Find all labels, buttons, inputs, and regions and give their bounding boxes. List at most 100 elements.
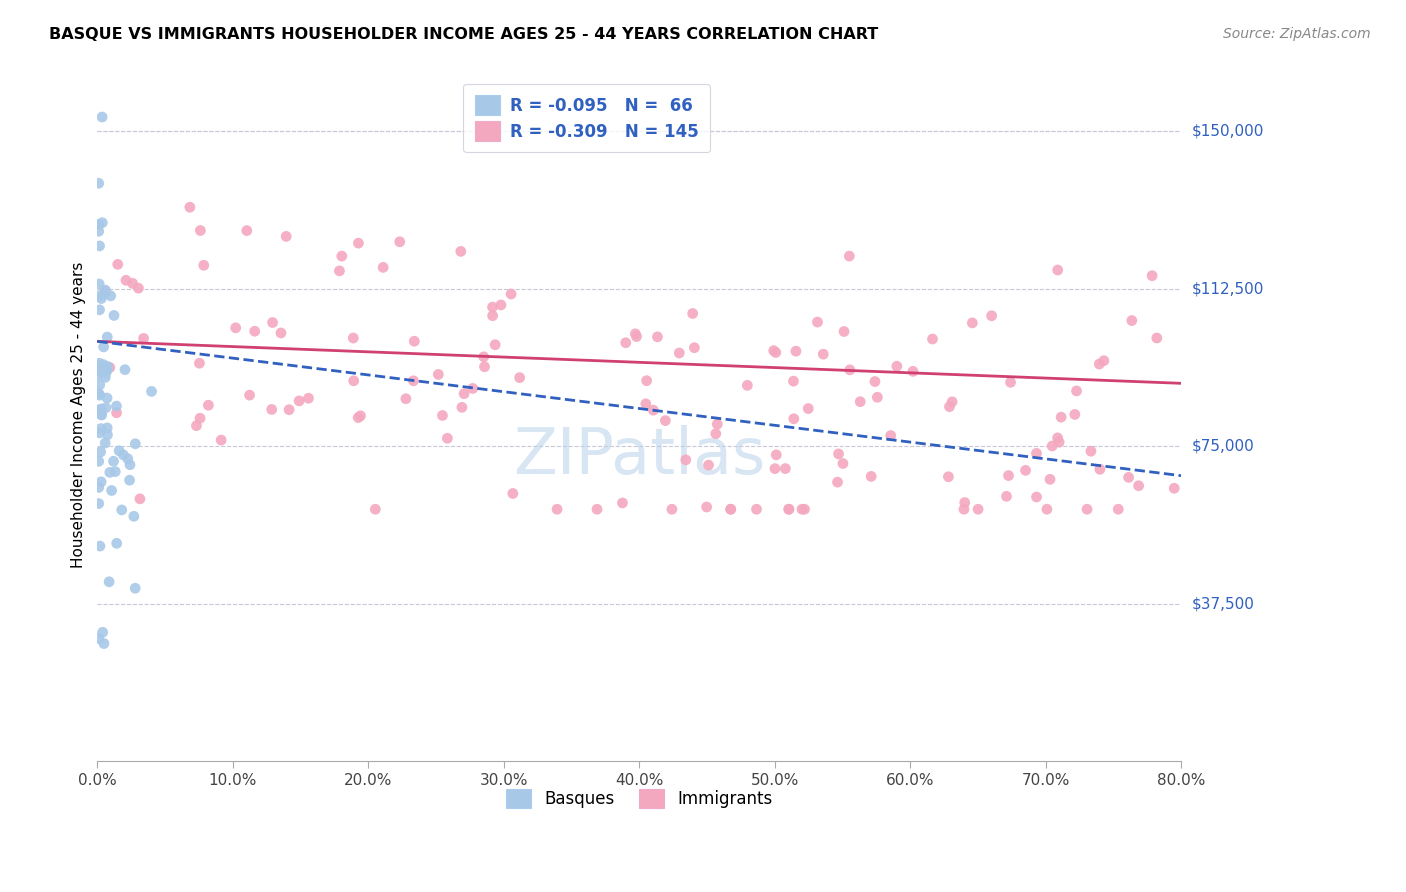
Point (388, 235, 411, 249)
Point (349, 409, 371, 423)
Point (404, 334, 426, 349)
Point (98, 466, 121, 480)
Point (938, 470, 960, 484)
Point (624, 326, 647, 341)
Point (87, 480, 110, 494)
Point (93, 340, 115, 354)
Point (682, 306, 704, 320)
Point (451, 401, 474, 415)
Point (94, 283, 117, 297)
Point (450, 244, 472, 259)
Point (342, 331, 364, 345)
Point (243, 324, 266, 338)
Text: $112,500: $112,500 (1192, 281, 1264, 296)
Point (806, 315, 828, 329)
Point (502, 486, 524, 500)
Point (190, 223, 212, 237)
Point (953, 502, 976, 516)
Point (778, 502, 800, 516)
Point (720, 502, 742, 516)
Point (481, 300, 503, 314)
Point (402, 374, 425, 388)
Point (1050, 410, 1073, 425)
Point (697, 458, 720, 472)
Point (93, 358, 115, 372)
Point (1046, 431, 1069, 445)
Point (103, 454, 125, 468)
Point (775, 461, 797, 475)
Point (87, 359, 110, 374)
Point (481, 309, 503, 323)
Point (87, 386, 110, 401)
Point (980, 309, 1002, 323)
Text: $37,500: $37,500 (1192, 596, 1256, 611)
Point (87, 224, 110, 238)
Point (193, 258, 215, 272)
Point (188, 411, 211, 425)
Point (1025, 490, 1047, 504)
Point (87, 454, 110, 468)
Point (1118, 470, 1140, 484)
Point (105, 406, 128, 420)
Point (762, 343, 785, 358)
Point (347, 236, 370, 251)
Point (328, 264, 350, 278)
Point (141, 384, 163, 399)
Point (634, 397, 657, 411)
Point (89, 539, 111, 553)
Point (1076, 502, 1098, 516)
Point (953, 495, 976, 509)
Point (121, 277, 143, 291)
Point (87, 632, 110, 646)
Point (827, 447, 849, 461)
Point (886, 359, 908, 374)
Text: Source: ZipAtlas.com: Source: ZipAtlas.com (1223, 27, 1371, 41)
Point (371, 260, 394, 275)
Point (832, 325, 855, 339)
Point (1014, 463, 1036, 477)
Point (720, 502, 742, 516)
Point (276, 229, 298, 244)
Point (87, 497, 110, 511)
Point (614, 335, 637, 350)
Point (96, 427, 118, 442)
Point (427, 368, 450, 382)
Point (114, 362, 136, 376)
Point (118, 458, 141, 472)
Point (278, 402, 301, 417)
Point (765, 345, 787, 359)
Point (484, 337, 506, 351)
Point (132, 331, 155, 345)
Point (96, 363, 118, 377)
Point (967, 502, 990, 516)
Text: $150,000: $150,000 (1192, 124, 1264, 139)
Point (647, 330, 669, 344)
Point (472, 350, 495, 364)
Point (1025, 446, 1047, 460)
Point (347, 410, 370, 425)
Point (103, 309, 125, 323)
Point (98, 360, 121, 375)
Point (270, 326, 292, 340)
Point (1039, 472, 1062, 486)
Legend: Basques, Immigrants: Basques, Immigrants (499, 782, 779, 815)
Point (797, 401, 820, 416)
Point (104, 465, 127, 479)
Point (849, 394, 872, 409)
Point (96, 330, 118, 344)
Point (453, 386, 475, 401)
Point (745, 502, 768, 516)
Point (297, 391, 319, 405)
Point (1046, 263, 1069, 277)
Point (91, 625, 114, 640)
Point (901, 364, 924, 378)
Point (90, 408, 112, 422)
Point (239, 388, 262, 402)
Point (827, 475, 849, 490)
Point (838, 249, 860, 263)
Point (1121, 313, 1143, 327)
Point (1163, 481, 1185, 495)
Point (778, 502, 800, 516)
Point (90, 408, 112, 422)
Point (93, 636, 115, 650)
